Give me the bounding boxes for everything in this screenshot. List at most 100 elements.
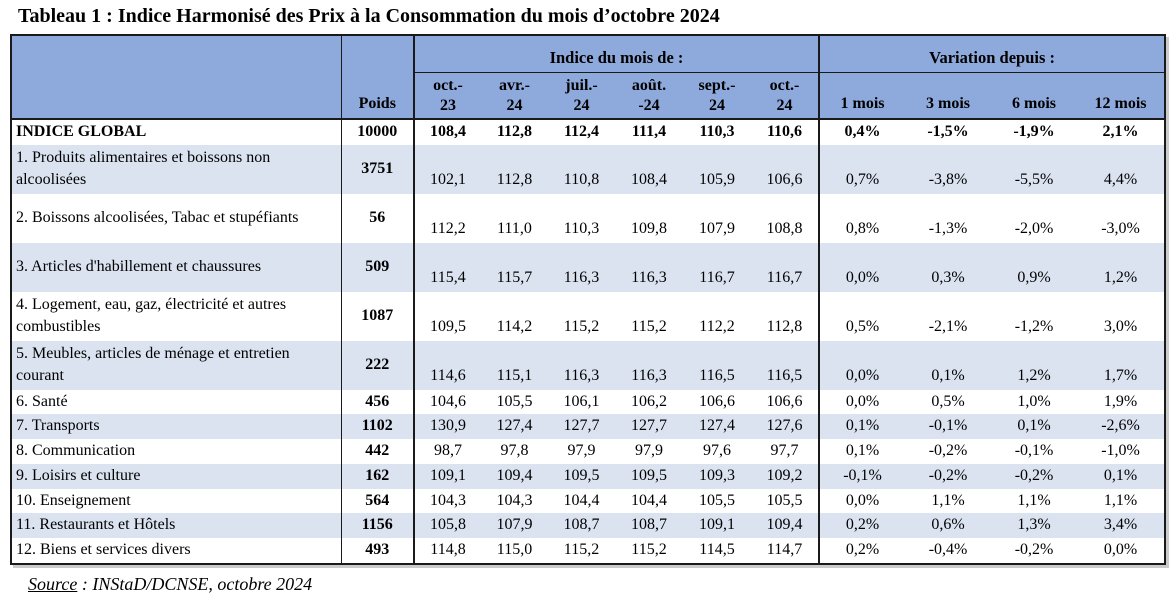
indice-cell: 112,8: [481, 144, 548, 194]
variation-cell: 3,4%: [1077, 513, 1166, 539]
month-header-line1: oct.-: [769, 77, 800, 94]
variation-cell: 0,0%: [845, 491, 880, 509]
table-row: 10. Enseignement 564 104,3 104,3 104,4 104,4 1…: [11, 488, 1165, 514]
indice-cell: 97,6: [703, 442, 731, 460]
indice-cell: 97,9: [635, 442, 663, 460]
category-cell: 12. Biens et services divers: [11, 538, 342, 564]
poids-cell: 1102: [341, 414, 415, 440]
indice-cell: 108,7: [548, 513, 615, 539]
indice-cell: 105,5: [699, 491, 735, 509]
table-row: 12. Biens et services divers 493 114,8 115,…: [11, 538, 1165, 564]
month-column-header: juil.- 24: [548, 72, 615, 119]
category-cell: 3. Articles d'habillement et chaussures: [11, 242, 342, 292]
month-header-line1: avr.-: [499, 77, 530, 94]
month-header-line2: 24: [776, 97, 793, 114]
variation-cell: 1,9%: [1103, 392, 1138, 410]
indice-cell: 106,6: [751, 144, 821, 194]
month-header-line2: -24: [638, 97, 660, 114]
indice-cell: 106,6: [699, 392, 735, 410]
indice-cell: 115,2: [631, 317, 667, 335]
table-row: 1. Produits alimentaires et boissons non…: [11, 144, 1166, 194]
indice-cell: 127,4: [683, 414, 751, 440]
month-header-line1: oct.-: [433, 77, 463, 94]
source-label: Source: [28, 573, 78, 594]
source-text: : INStaD/DCNSE, octobre 2024: [77, 573, 313, 594]
category-cell: 7. Transports: [11, 414, 342, 440]
variation-cell: -0,4%: [928, 540, 968, 558]
indice-cell: 97,9: [567, 442, 596, 460]
category-cell: 1. Produits alimentaires et boissons non…: [11, 144, 342, 194]
variation-group-header: Variation depuis :: [819, 35, 1166, 73]
indice-cell: 114,8: [430, 540, 466, 558]
variation-cell: 0,0%: [819, 340, 906, 390]
indice-cell: 109,4: [751, 513, 821, 539]
variation-cell: -0,1%: [1014, 442, 1054, 460]
indice-cell: 106,6: [751, 389, 821, 415]
indice-cell: 108,4: [615, 144, 683, 194]
variation-cell: 2,1%: [1077, 118, 1166, 145]
variation-cell: -0,2%: [991, 463, 1078, 489]
variation-cell: -0,2%: [1014, 540, 1054, 558]
page: Tableau 1 : Indice Harmonisé des Prix à …: [0, 4, 1173, 594]
month-column-header: oct.- 23: [414, 72, 481, 119]
variation-cell: -1,0%: [1101, 442, 1140, 460]
indice-cell: 97,7: [751, 439, 821, 464]
indice-cell: 112,8: [481, 118, 548, 145]
corner-cell: [11, 35, 342, 119]
variation-column-header: 1 mois: [819, 72, 906, 119]
variation-cell: 0,1%: [1077, 463, 1166, 489]
table-row: 7. Transports 1102 130,9 127,4 127,7 127,7 127…: [11, 414, 1166, 440]
indice-cell: 115,2: [563, 540, 600, 558]
indice-cell: 112,2: [430, 219, 466, 237]
variation-cell: -0,1%: [905, 414, 992, 440]
indice-cell: 106,2: [631, 392, 667, 410]
category-cell: 8. Communication: [11, 439, 342, 464]
table-row: 3. Articles d'habillement et chaussures 5…: [11, 242, 1166, 292]
indice-cell: 112,2: [699, 317, 735, 335]
indice-cell: 115,1: [481, 340, 548, 390]
poids-cell: 162: [341, 463, 415, 489]
table-row: 9. Loisirs et culture 162 109,1 109,4 109,5 1…: [11, 463, 1166, 489]
indice-cell: 104,4: [631, 491, 667, 509]
indice-cell: 114,6: [414, 340, 481, 390]
poids-cell: 442: [341, 439, 415, 464]
poids-cell: 493: [341, 538, 415, 564]
indice-cell: 111,0: [497, 219, 532, 237]
poids-cell: 222: [341, 340, 415, 390]
poids-cell: 509: [341, 242, 415, 292]
poids-cell: 1087: [341, 291, 415, 341]
indice-cell: 116,3: [548, 242, 615, 292]
indice-cell: 106,1: [563, 392, 600, 410]
variation-cell: 1,1%: [1103, 491, 1138, 509]
indice-cell: 107,9: [699, 219, 735, 237]
category-cell: 2. Boissons alcoolisées, Tabac et stupéf…: [11, 193, 342, 243]
poids-cell: 10000: [341, 118, 415, 145]
indice-cell: 108,4: [414, 118, 481, 145]
month-header-line2: 24: [573, 97, 590, 114]
variation-cell: -1,2%: [1014, 317, 1054, 335]
variation-cell: 0,0%: [845, 392, 880, 410]
table-title: Tableau 1 : Indice Harmonisé des Prix à …: [18, 5, 720, 27]
table-row: 11. Restaurants et Hôtels 1156 105,8 107,9 1…: [11, 513, 1166, 539]
indice-cell: 104,6: [430, 392, 466, 410]
table-row: 8. Communication 442 98,7 97,8 97,9 97,9 97,6 9…: [11, 439, 1165, 464]
variation-cell: 1,1%: [931, 491, 965, 509]
month-header-line1: juil.-: [565, 77, 598, 94]
variation-cell: 0,8%: [845, 219, 880, 237]
indice-cell: 115,4: [414, 242, 481, 292]
indice-cell: 114,5: [699, 540, 735, 558]
variation-cell: 0,0%: [1103, 540, 1138, 558]
indice-cell: 109,4: [481, 463, 548, 489]
indice-cell: 110,3: [563, 219, 600, 237]
month-column-header: oct.- 24: [751, 72, 821, 119]
indice-cell: 116,5: [683, 340, 751, 390]
hicp-table: Poids Indice du mois de : Variation depu…: [10, 34, 1167, 565]
category-cell: 6. Santé: [11, 389, 342, 415]
variation-cell: 0,2%: [819, 513, 906, 539]
variation-cell: -0,1%: [819, 463, 906, 489]
indice-cell: 112,4: [548, 118, 615, 145]
indice-cell: 115,0: [496, 540, 533, 558]
variation-cell: -5,5%: [991, 144, 1078, 194]
indice-cell: 109,5: [430, 317, 466, 335]
indice-cell: 105,5: [751, 488, 821, 514]
